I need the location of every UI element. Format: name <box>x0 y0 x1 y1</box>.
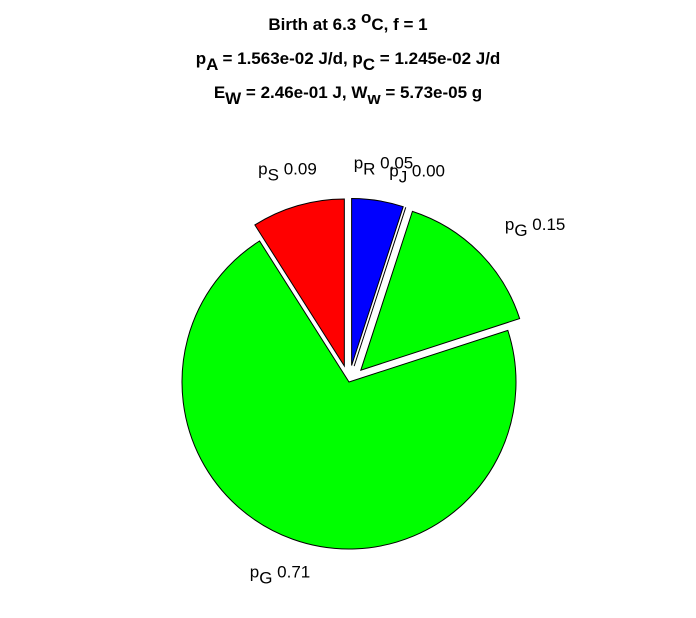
label-base: p <box>250 563 259 582</box>
slice-label: pG 0.71 <box>250 563 311 588</box>
label-subscript: G <box>514 222 527 241</box>
text-run: = 2.46e-01 J, W <box>241 83 368 102</box>
chart-title-line: Birth at 6.3 oC, f = 1 <box>268 8 427 34</box>
text-run: p <box>196 49 206 68</box>
subscript: W <box>225 89 242 108</box>
text-run: = 1.245e-02 J/d <box>375 49 500 68</box>
label-subscript: R <box>363 160 375 179</box>
pie-slice <box>353 207 407 367</box>
label-base: p <box>389 162 398 181</box>
value-label: 0.00 <box>412 162 445 181</box>
label-subscript: J <box>399 168 408 187</box>
pie-slice <box>181 240 517 550</box>
value-label: 0.71 <box>277 563 310 582</box>
slice-label: pG 0.15 <box>505 216 566 241</box>
label-subscript: S <box>268 166 279 185</box>
chart-title-line: pA = 1.563e-02 J/d, pC = 1.245e-02 J/d <box>196 49 501 74</box>
subscript: w <box>366 89 381 108</box>
text-run: E <box>214 83 225 102</box>
supscript: o <box>361 8 371 27</box>
subscript: C <box>363 55 375 74</box>
value-label: 0.15 <box>532 216 565 235</box>
label-base: p <box>354 154 363 173</box>
chart-title-line: EW = 2.46e-01 J, Ww = 5.73e-05 g <box>214 83 482 108</box>
text-run: C, f = 1 <box>371 15 427 34</box>
label-subscript: G <box>259 569 272 588</box>
slice-label: pR 0.05 <box>354 154 414 179</box>
slice-label: pJ 0.00 <box>389 162 445 187</box>
label-base: p <box>505 216 514 235</box>
value-label: 0.09 <box>284 160 317 179</box>
pie-slice <box>351 198 404 366</box>
pie-slice <box>254 198 345 368</box>
text-run: = 1.563e-02 J/d, p <box>218 49 363 68</box>
subscript: A <box>206 55 218 74</box>
pie-slice <box>360 210 521 371</box>
label-base: p <box>258 160 267 179</box>
slice-label: pS 0.09 <box>258 160 317 185</box>
text-run: = 5.73e-05 g <box>381 83 483 102</box>
value-label: 0.05 <box>380 154 413 173</box>
text-run: Birth at 6.3 <box>268 15 361 34</box>
